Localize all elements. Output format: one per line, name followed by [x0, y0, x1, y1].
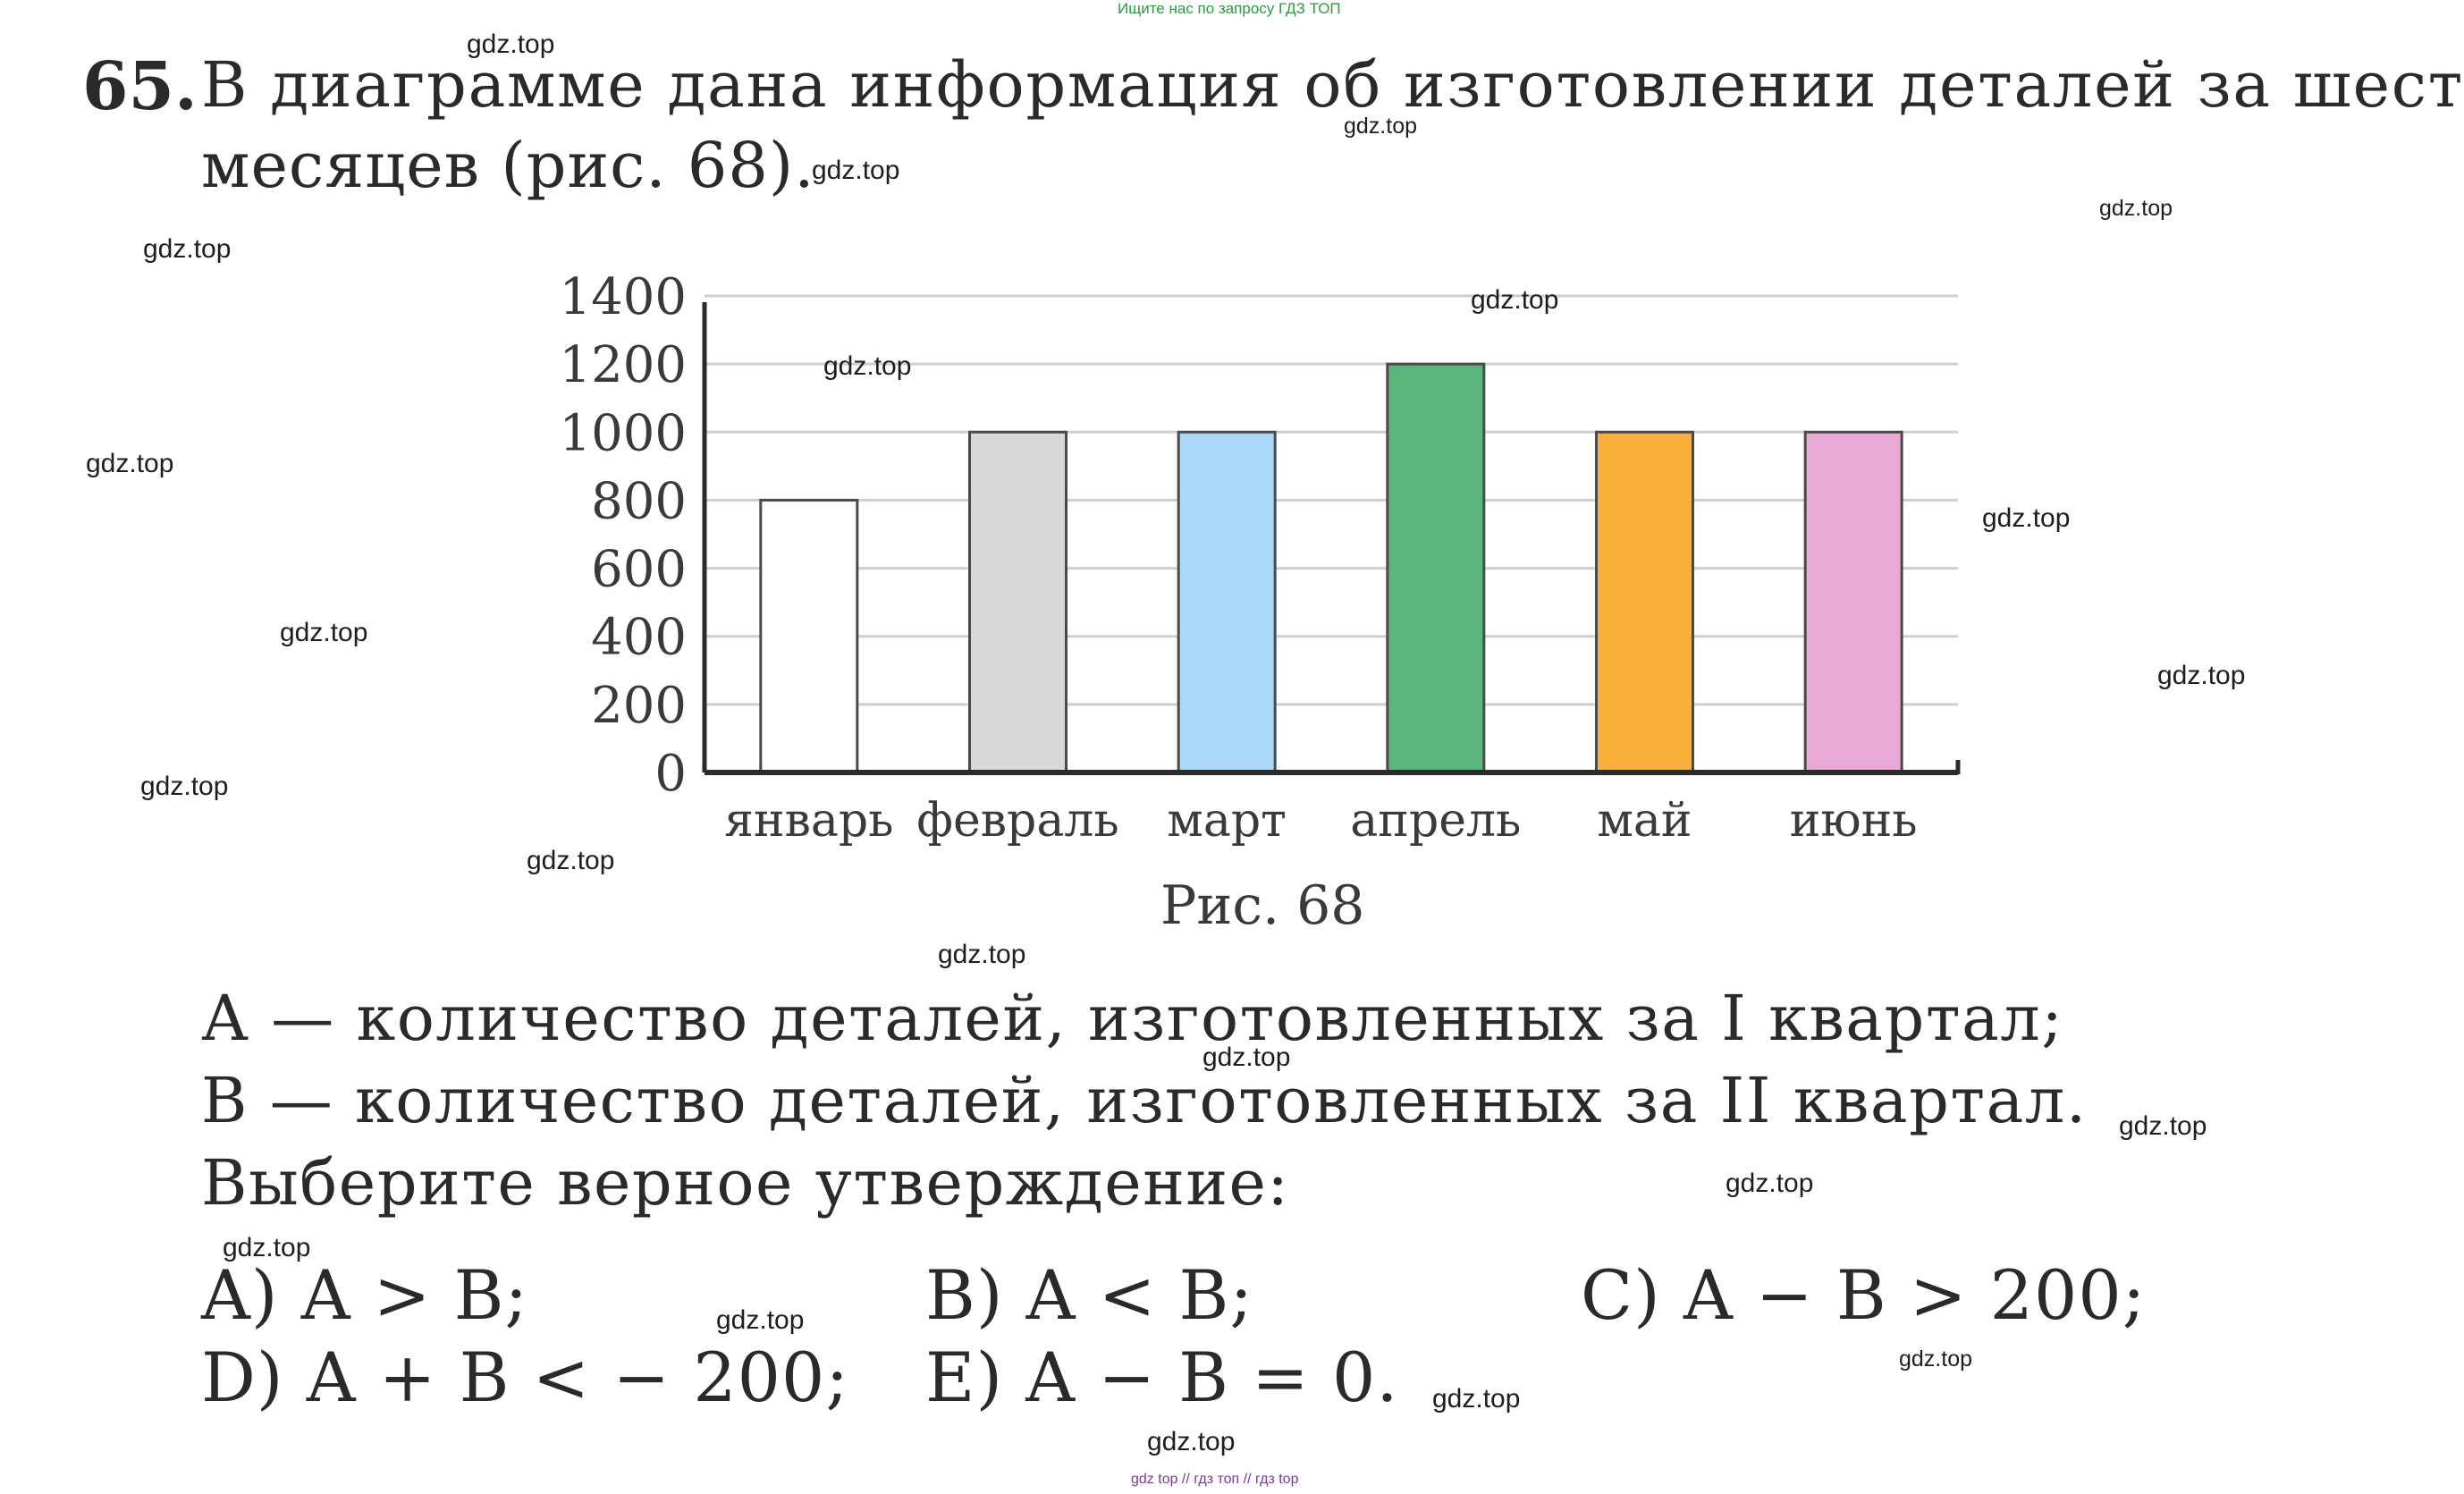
bar-май [1595, 430, 1694, 774]
watermark: gdz.top [1726, 1169, 1814, 1198]
y-tick-label: 800 [591, 472, 687, 530]
chart-axes [702, 302, 1961, 775]
bar-март [1177, 430, 1277, 774]
option-e[interactable]: E) A − B = 0. [925, 1338, 1399, 1417]
watermark: gdz.top [1344, 114, 1418, 139]
y-tick-label: 1400 [559, 268, 687, 326]
option-c[interactable]: C) A − B > 200; [1581, 1255, 2147, 1335]
x-tick-label: апрель [1350, 794, 1521, 848]
bar-chart: 0 200 400 600 800 1000 1200 1400 январь февраль ма… [559, 268, 1961, 848]
option-a[interactable]: A) A > B; [201, 1255, 529, 1335]
chart-bars [759, 362, 1903, 774]
watermark: gdz.top [938, 940, 1026, 969]
watermark: gdz.top [1982, 503, 2071, 533]
x-tick-label: июнь [1790, 794, 1918, 848]
y-tick-label: 400 [591, 609, 687, 667]
option-d[interactable]: D) A + B < − 200; [201, 1338, 849, 1417]
watermark: gdz.top [823, 351, 912, 381]
watermark: gdz.top [812, 156, 900, 185]
task-text-line-1: В диаграмме дана информация об изготовле… [201, 48, 2464, 122]
watermark: gdz.top [143, 234, 232, 264]
watermark: gdz.top [223, 1233, 311, 1262]
task-text-line-2: месяцев (рис. 68). [201, 129, 815, 202]
watermark: gdz.top [2119, 1111, 2207, 1141]
watermark: gdz.top [467, 30, 555, 59]
watermark: gdz.top [1899, 1346, 1973, 1372]
option-b[interactable]: B) A < B; [925, 1255, 1253, 1335]
watermark: gdz.top [2099, 196, 2173, 221]
watermark: gdz.top [86, 449, 174, 478]
x-tick-label: февраль [916, 794, 1118, 848]
bar-апрель [1386, 362, 1486, 774]
definition-a: А — количество деталей, изготовленных за… [201, 982, 2064, 1055]
watermark: gdz.top [1147, 1427, 1236, 1456]
watermark: gdz.top [1202, 1042, 1291, 1072]
question-prompt: Выберите верное утверждение: [201, 1146, 1290, 1220]
watermark: gdz.top [140, 772, 229, 801]
y-tick-label: 1000 [559, 404, 687, 462]
bar-июнь [1803, 430, 1903, 774]
watermark: gdz.top [1471, 285, 1559, 315]
task-number: 65. [82, 48, 198, 125]
x-tick-label: май [1597, 794, 1692, 848]
watermark: gdz.top [527, 846, 615, 875]
y-tick-label: 600 [591, 541, 687, 599]
y-tick-label: 0 [654, 745, 687, 803]
header-note: Ищите нас по запросу ГДЗ ТОП [1118, 0, 1341, 17]
definition-b: В — количество деталей, изготовленных за… [201, 1064, 2088, 1137]
footer-note: gdz top // гдз топ // гдз top [1131, 1472, 1299, 1487]
watermark: gdz.top [716, 1305, 805, 1335]
y-tick-label: 1200 [559, 336, 687, 394]
chart-grid [705, 294, 1958, 706]
bar-февраль [968, 430, 1067, 774]
x-tick-label: март [1167, 794, 1287, 848]
x-tick-label: январь [724, 794, 893, 848]
watermark: gdz.top [280, 618, 368, 647]
figure-caption: Рис. 68 [1160, 874, 1365, 937]
y-tick-label: 200 [591, 677, 687, 735]
watermark: gdz.top [2157, 661, 2246, 690]
bar-январь [759, 498, 859, 774]
chart-labels: 0 200 400 600 800 1000 1200 1400 январь февраль ма… [559, 268, 1917, 848]
watermark: gdz.top [1432, 1384, 1521, 1414]
